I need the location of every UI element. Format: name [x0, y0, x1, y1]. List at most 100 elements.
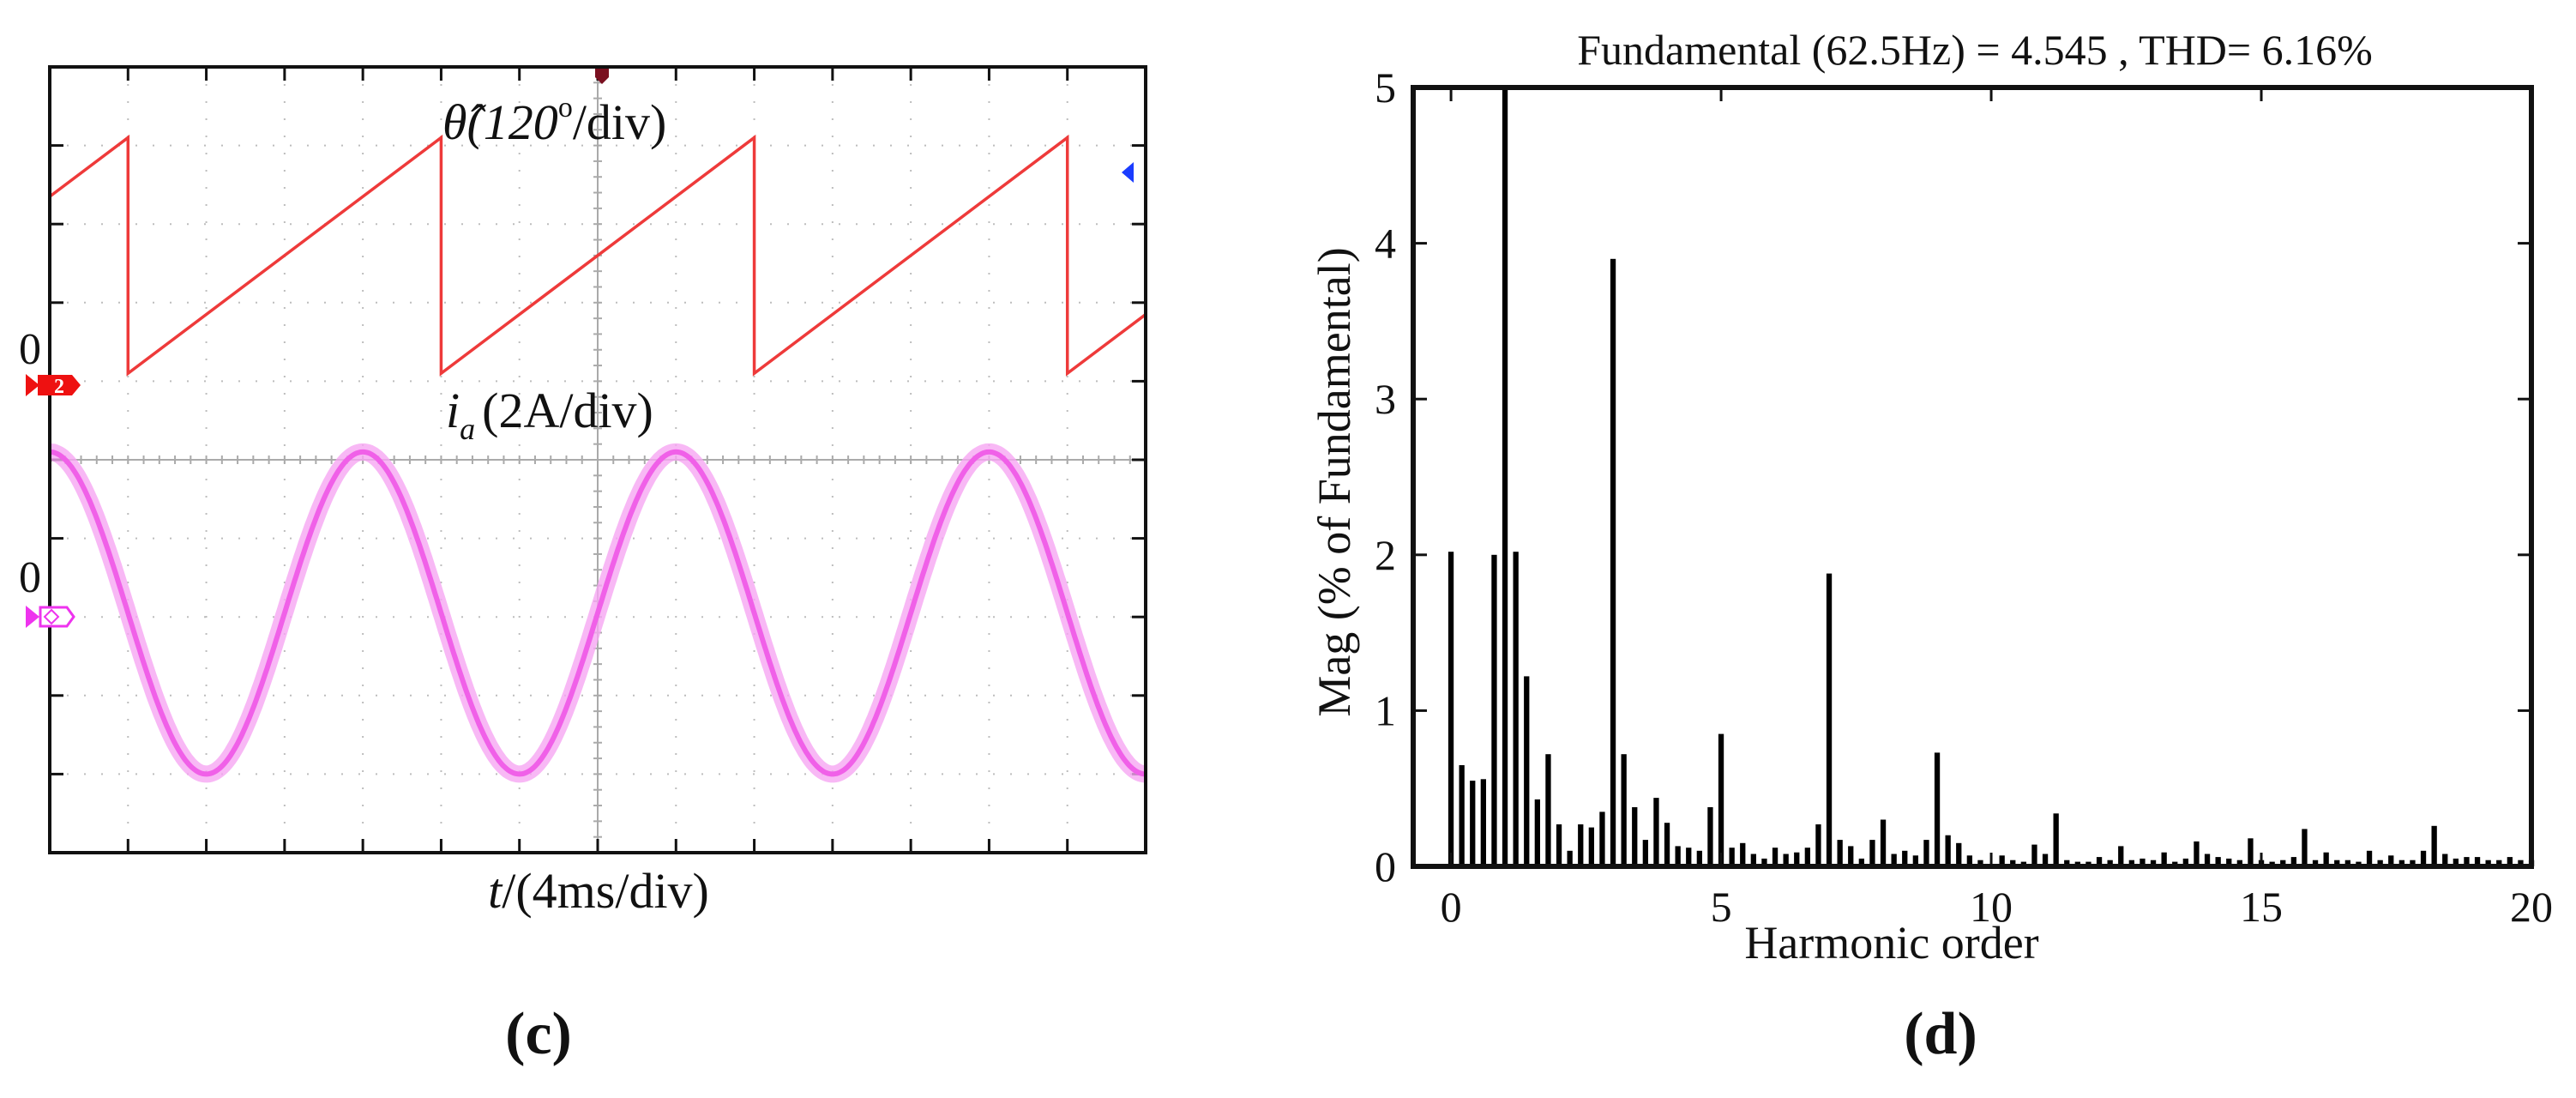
plot-area [1413, 87, 2531, 866]
spectrum-bar [2398, 860, 2404, 866]
spectrum-bar [2140, 858, 2146, 866]
y-tick-label: 2 [1375, 531, 1396, 579]
spectrum-bar [1653, 798, 1659, 866]
time-label-main: t [488, 863, 503, 919]
spectrum-bar [1729, 848, 1735, 866]
spectrum-bar [1610, 258, 1616, 866]
oscilloscope-panel: 2 0 0 θ̂(120o/div) ia (2A/div) t/(4ms/div… [19, 65, 1147, 1067]
spectrum-bar [2096, 857, 2103, 866]
spectrum-bar [2194, 841, 2200, 866]
spectrum-bar [1977, 860, 1983, 866]
scope-frame [48, 65, 1147, 854]
theta-trace-label: θ̂(120o/div) [442, 92, 666, 150]
scope-traces [48, 134, 1147, 783]
spectrum-bar [2474, 857, 2481, 866]
spectrum-bar [2302, 829, 2308, 866]
spectrum-bar [2334, 860, 2340, 866]
scope-grid [49, 66, 1147, 854]
spectrum-bar [2420, 850, 2427, 866]
zero-label-current: 0 [19, 553, 41, 602]
spectrum-bar [1880, 819, 1887, 866]
theta-label-tail: /div) [573, 94, 667, 150]
spectrum-bar [1923, 840, 1929, 866]
spectrum-bar [1696, 850, 1702, 866]
current-label-tail: (2A/div) [482, 383, 653, 438]
panel-label-c: (c) [505, 1001, 572, 1067]
spectrum-bar [2312, 860, 2319, 866]
spectrum-bar [1837, 840, 1843, 866]
x-tick-label: 15 [2240, 883, 2283, 931]
theta-channel-marker: 2 [26, 374, 81, 398]
spectrum-bar [2377, 860, 2383, 866]
spectrum-bar [2518, 860, 2524, 866]
panel-label-d: (d) [1904, 1001, 1977, 1067]
spectrum-bar [1480, 779, 1486, 866]
spectrum-bar [2410, 860, 2416, 866]
spectrum-bar [1588, 827, 1594, 866]
spectrum-bar [1740, 842, 1746, 866]
spectrum-bar [1556, 824, 1562, 866]
spectrum-bar [1858, 858, 1864, 866]
current-label-main: i [446, 383, 460, 438]
spectrum-bar [2226, 858, 2232, 866]
spectrum-bar [1642, 840, 1648, 866]
theta-label-degree: o [558, 92, 573, 124]
time-axis-label: t/(4ms/div) [488, 863, 709, 919]
harmonic-spectrum-panel: Fundamental (62.5Hz) = 4.545 , THD= 6.16… [1309, 26, 2553, 1067]
spectrum-bar [2496, 860, 2502, 866]
x-tick-label: 5 [1711, 883, 1732, 931]
spectrum-bar [1578, 824, 1584, 866]
spectrum-bar [1912, 855, 1918, 866]
spectrum-bar [1804, 848, 1810, 866]
y-tick-label: 0 [1375, 842, 1396, 890]
spectrum-bar [1621, 754, 1627, 866]
trigger-level-arrow-icon [1122, 162, 1134, 183]
spectrum-bar [2031, 844, 2037, 866]
x-tick-label: 20 [2510, 883, 2553, 931]
spectrum-bar [2150, 860, 2157, 866]
spectrum-bar [2182, 858, 2188, 866]
spectrum-bar [1902, 850, 1908, 866]
spectrum-bar [1761, 858, 1767, 866]
spectrum-bar [1470, 781, 1476, 866]
y-tick-label: 4 [1375, 220, 1396, 268]
spectrum-bar [1869, 840, 1875, 866]
spectrum-bar [2128, 860, 2134, 866]
spectrum-bar [1750, 854, 1756, 866]
spectrum-bar [2236, 860, 2242, 866]
spectrum-bar [1707, 807, 1713, 866]
spectrum-bar [1502, 87, 1508, 866]
spectrum-bar [1891, 854, 1897, 866]
spectrum-bar [2323, 852, 2329, 866]
spectrum-bar [1966, 855, 1972, 866]
spectrum-bar [1826, 573, 1833, 866]
spectrum-bar [2248, 838, 2254, 866]
spectrum-bar [1815, 824, 1821, 866]
spectrum-bar [1934, 752, 1941, 866]
spectrum-bar [2388, 855, 2394, 866]
chart-bars [1447, 87, 2535, 866]
x-axis-label: Harmonic order [1744, 917, 2038, 968]
spectrum-bar [2280, 860, 2286, 866]
spectrum-bar [1956, 842, 1962, 866]
spectrum-bar [1718, 733, 1724, 866]
trigger-position-icon [595, 69, 609, 84]
spectrum-bar [2053, 813, 2059, 866]
spectrum-bar [1513, 552, 1519, 866]
spectrum-bar [2042, 854, 2049, 866]
spectrum-bar [2107, 860, 2113, 866]
spectrum-bar [2161, 852, 2167, 866]
time-label-tail: /(4ms/div) [502, 863, 709, 919]
spectrum-bar [1567, 850, 1573, 866]
plot-frame [1411, 85, 2534, 869]
spectrum-bar [1772, 848, 1779, 866]
spectrum-bar [2344, 860, 2350, 866]
spectrum-bar [1675, 846, 1681, 866]
current-channel-marker [26, 606, 75, 628]
x-tick-label: 0 [1441, 883, 1462, 931]
y-tick-label: 1 [1375, 686, 1396, 734]
spectrum-bar [1945, 835, 1951, 866]
spectrum-bar [2366, 850, 2373, 866]
spectrum-bar [2010, 860, 2016, 866]
